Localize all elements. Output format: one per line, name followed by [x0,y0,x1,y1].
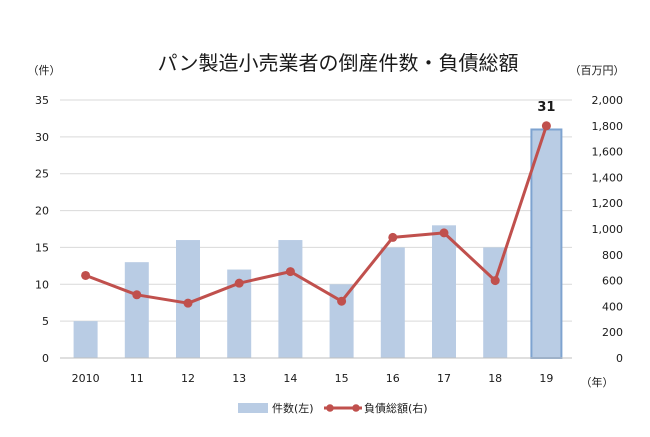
bar [124,262,149,358]
left-tick-label: 10 [35,278,49,291]
line-point [541,121,551,131]
right-tick-label: 400 [602,300,623,313]
x-tick-label: 2010 [72,372,100,385]
bar [483,247,508,358]
x-tick-label: 11 [130,372,144,385]
bar [73,321,98,358]
x-axis-unit: （年） [581,375,614,389]
legend: 件数(左) 負債総額(右) [238,401,428,415]
x-tick-label: 15 [335,372,349,385]
left-tick-label: 20 [35,205,49,218]
right-tick-label: 1,000 [592,223,624,236]
right-tick-label: 1,200 [592,197,624,210]
x-tick-label: 12 [181,372,195,385]
right-tick-label: 2,000 [592,94,624,107]
legend-label-line: 負債総額(右) [364,401,428,415]
bar-series [73,128,563,359]
left-axis-unit: （件） [28,64,61,77]
left-tick-label: 15 [35,241,49,254]
right-tick-label: 1,600 [592,146,624,159]
bar [380,247,405,358]
right-tick-label: 0 [616,352,623,365]
left-tick-label: 5 [42,315,49,328]
data-label: 31 [537,100,555,115]
line-point [439,228,449,238]
annotations: 31 [537,100,555,115]
right-tick-label: 800 [602,249,623,262]
legend-swatch-marker-right [352,404,360,412]
line-series [81,121,551,308]
line-series-path [85,125,548,305]
bar [278,240,303,358]
legend-swatch-marker-left [326,404,334,412]
x-tick-label: 13 [232,372,246,385]
legend-swatch-bar [238,403,268,413]
x-tick-label: 18 [488,372,502,385]
line-point [490,276,500,286]
x-tick-label: 19 [539,372,553,385]
line-point [337,296,347,306]
left-tick-label: 30 [35,131,49,144]
right-tick-label: 1,800 [592,120,624,133]
right-axis-unit: （百万円） [570,64,625,77]
x-tick-label: 17 [437,372,451,385]
chart-title: パン製造小売業者の倒産件数・負債総額 [158,51,519,75]
line-point [388,232,398,242]
bar [432,225,456,358]
left-tick-label: 25 [35,168,49,181]
right-tick-label: 600 [602,275,623,288]
x-tick-label: 14 [283,372,297,385]
left-tick-label: 35 [35,94,49,107]
legend-label-bar: 件数(左) [272,402,314,415]
x-axis-ticks: 2010 11 12 13 14 15 16 17 18 19 [72,372,554,385]
line-point [132,290,142,300]
left-axis-ticks: 0 5 10 15 20 25 30 35 [35,94,49,365]
line-point [183,298,193,308]
left-tick-label: 0 [42,352,49,365]
line-point [81,270,91,280]
right-tick-label: 1,400 [592,171,624,184]
right-axis-ticks: 0 200 400 600 800 1,000 1,200 1,400 1,600 1,800 2,… [592,94,624,365]
line-point [234,278,244,288]
x-tick-label: 16 [386,372,400,385]
right-tick-label: 200 [602,326,623,339]
bar [530,128,563,359]
line-point [285,267,295,277]
